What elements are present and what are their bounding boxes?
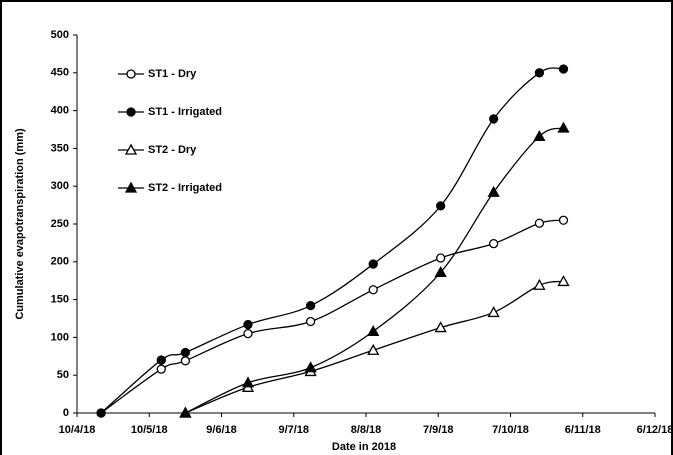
data-point	[243, 328, 253, 339]
data-point	[243, 319, 253, 330]
legend-label: ST2 - Dry	[148, 144, 197, 156]
data-point	[304, 361, 317, 373]
x-tick-label: 9/6/18	[206, 424, 237, 436]
data-point	[305, 300, 316, 311]
y-axis-title: Cumulative evapotranspiration (mm)	[14, 128, 26, 320]
y-tick-label: 150	[51, 294, 69, 306]
legend-marker	[126, 69, 136, 79]
x-tick-label: 9/7/18	[278, 424, 309, 436]
data-point	[367, 325, 380, 337]
legend-label: ST1 - Dry	[148, 68, 197, 80]
y-tick-label: 400	[51, 105, 69, 117]
legend-marker	[124, 181, 138, 193]
x-axis-title: Date in 2018	[332, 441, 396, 453]
data-point	[557, 121, 570, 133]
y-tick-label: 50	[57, 369, 69, 381]
y-tick-label: 300	[51, 180, 69, 192]
series-line	[100, 219, 564, 414]
data-point	[558, 215, 569, 225]
data-point	[305, 316, 316, 327]
data-point	[434, 266, 447, 278]
legend-label: ST1 - Irrigated	[148, 106, 222, 118]
data-point	[557, 275, 570, 287]
data-point	[96, 408, 106, 418]
data-point	[487, 185, 500, 197]
data-point	[488, 239, 499, 249]
y-tick-label: 450	[51, 67, 69, 79]
x-tick-label: 10/4/18	[59, 424, 96, 436]
y-tick-label: 100	[51, 331, 69, 343]
data-point	[241, 376, 255, 388]
legend-marker	[124, 143, 138, 155]
series-line	[185, 127, 564, 414]
legend-label: ST2 - Irrigated	[148, 182, 222, 194]
x-tick-label: 6/12/18	[637, 424, 673, 436]
data-point	[156, 364, 166, 374]
y-tick-label: 350	[51, 142, 69, 154]
y-tick-label: 0	[63, 407, 69, 419]
x-tick-label: 6/11/18	[565, 424, 601, 436]
data-point	[534, 68, 545, 78]
x-tick-label: 7/9/18	[423, 424, 454, 436]
y-tick-label: 250	[51, 218, 69, 230]
data-point	[368, 285, 378, 295]
y-tick-label: 200	[51, 256, 69, 268]
data-point	[436, 253, 446, 263]
data-point	[434, 321, 447, 333]
data-point	[368, 259, 378, 269]
data-point	[436, 201, 446, 211]
data-point	[156, 355, 166, 365]
x-tick-label: 7/10/18	[492, 424, 529, 436]
data-point	[180, 347, 191, 358]
y-tick-label: 500	[51, 29, 69, 41]
x-tick-label: 10/5/18	[131, 424, 168, 436]
data-point	[180, 356, 191, 366]
data-point	[487, 306, 500, 318]
data-point	[558, 64, 569, 74]
data-point	[367, 343, 380, 355]
data-point	[488, 114, 499, 124]
legend-marker	[126, 107, 136, 117]
data-point	[534, 218, 545, 228]
series-line	[100, 67, 564, 414]
data-point	[533, 129, 546, 141]
data-point	[533, 278, 546, 290]
data-point	[179, 406, 192, 418]
x-tick-label: 8/8/18	[351, 424, 382, 436]
